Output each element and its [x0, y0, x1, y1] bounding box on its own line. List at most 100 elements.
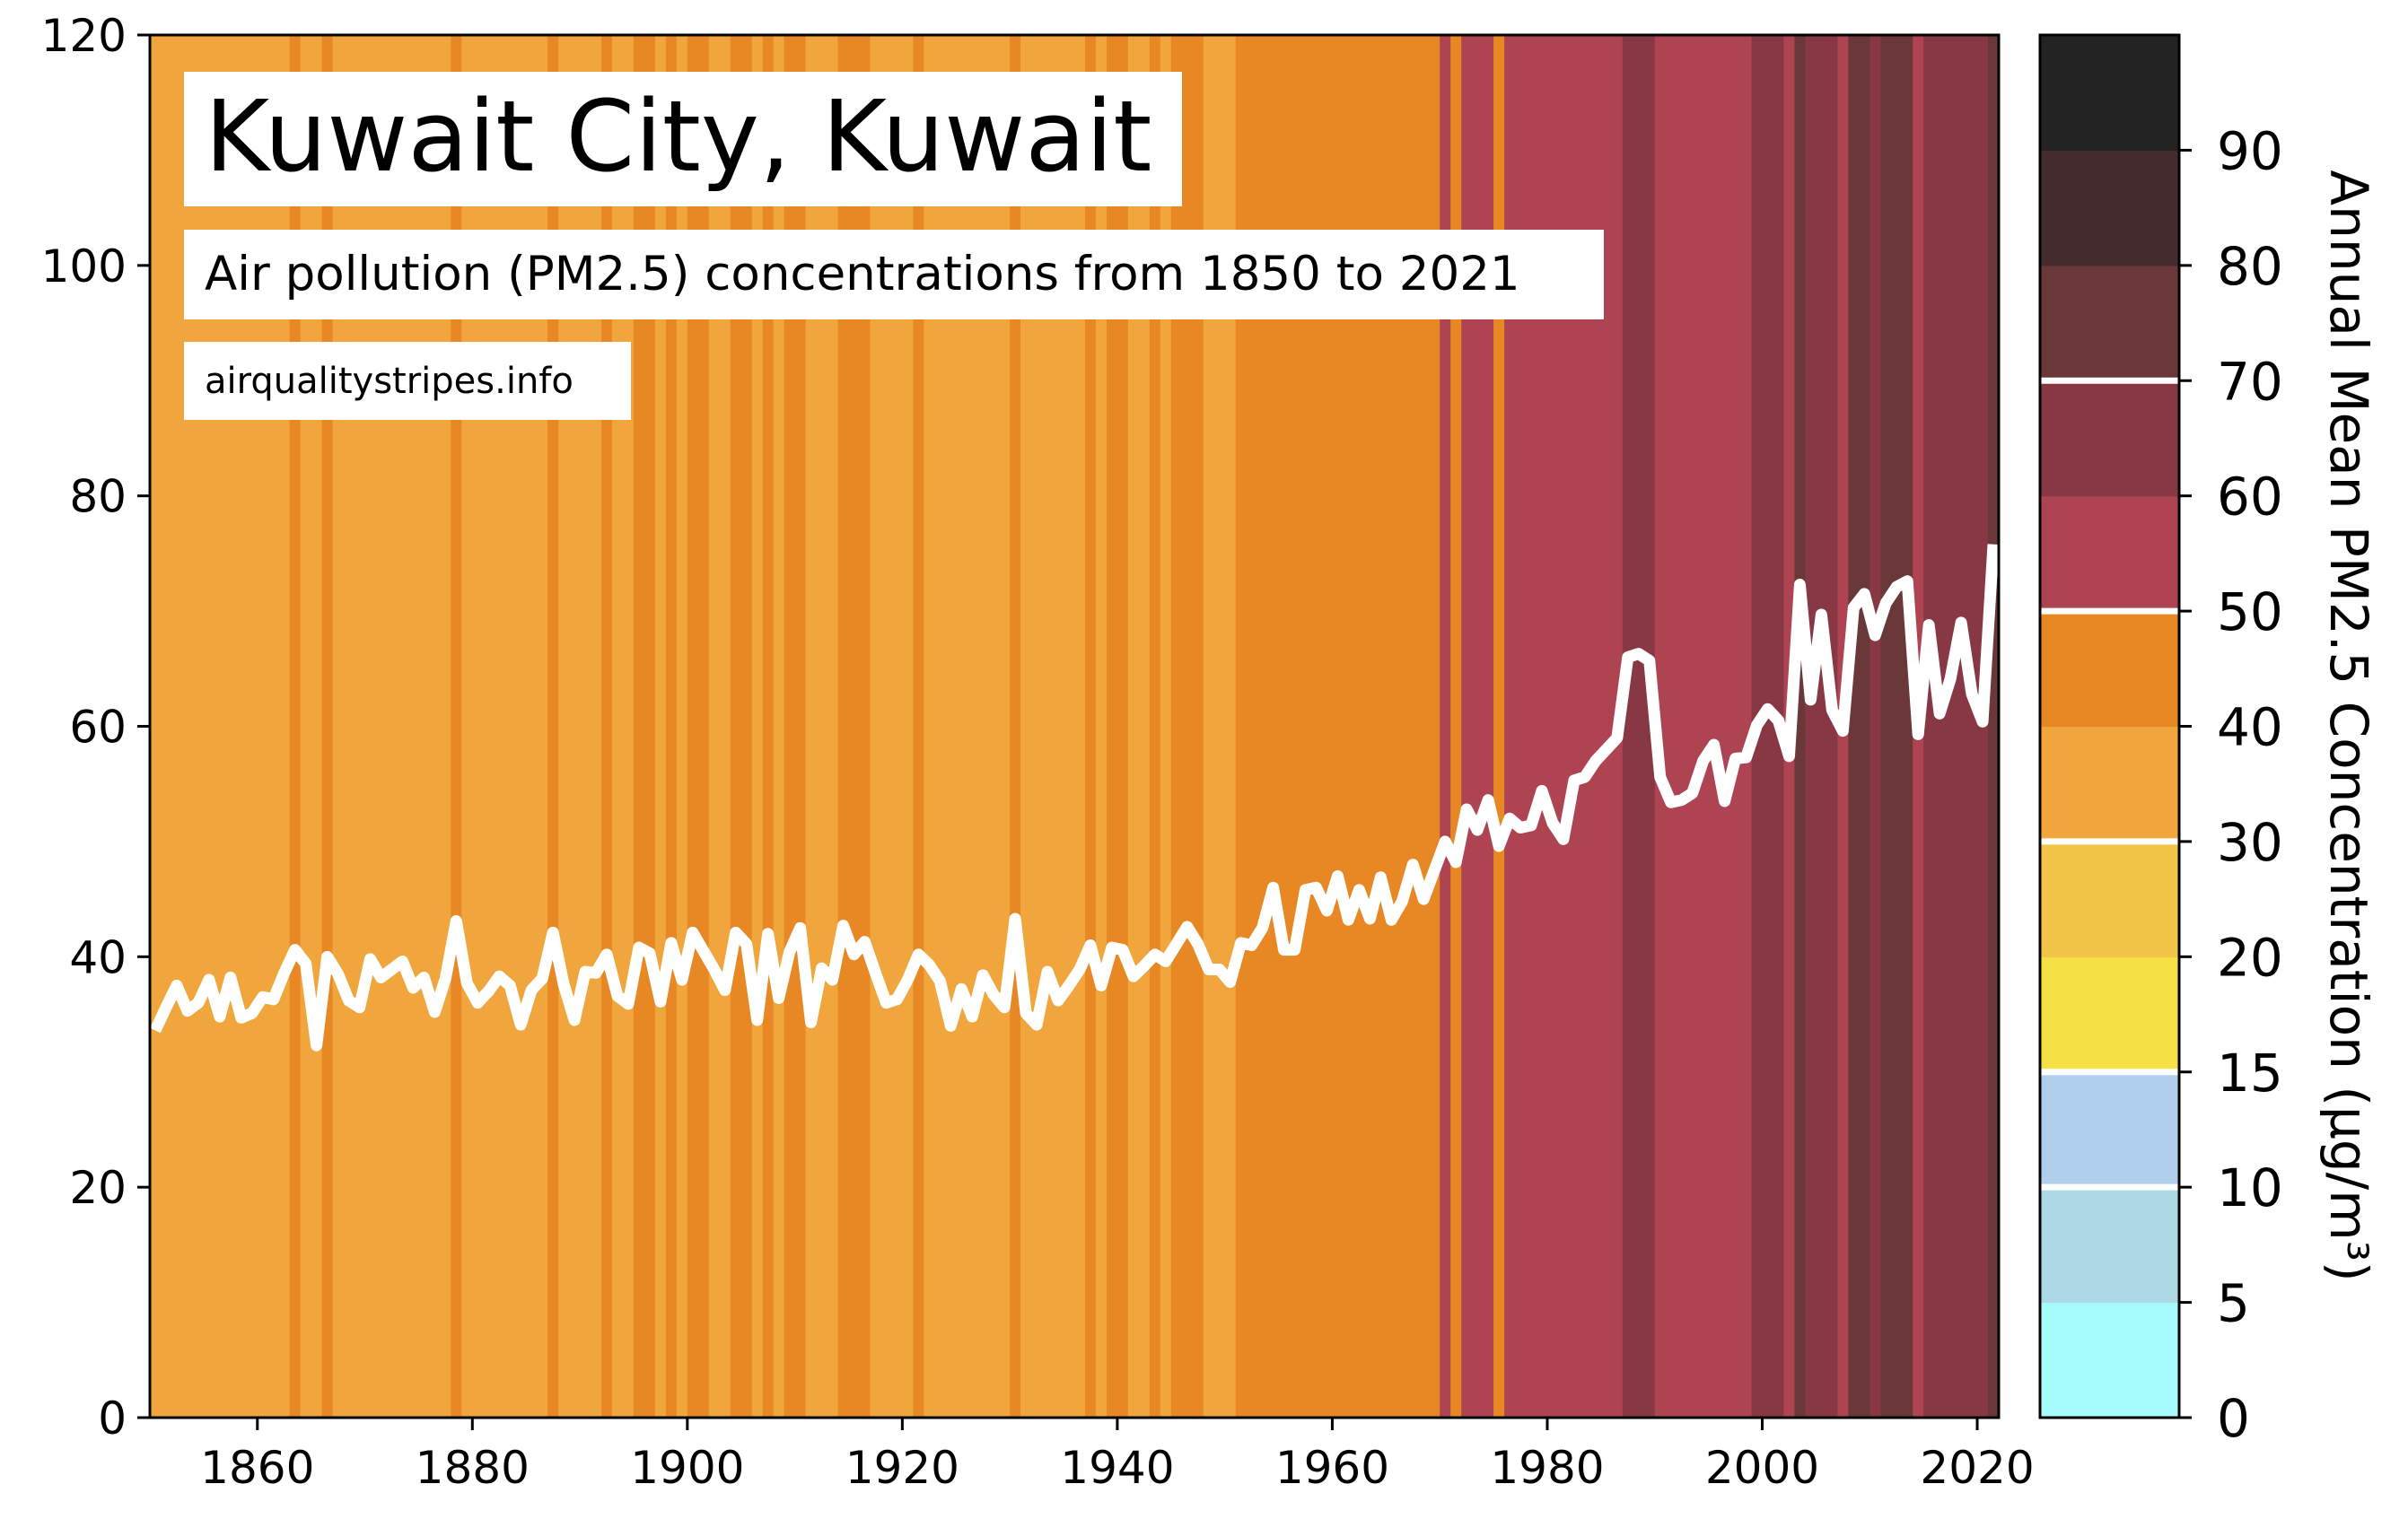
stripe-1995: [1708, 35, 1721, 1418]
stripe-1938: [1095, 35, 1108, 1418]
stripe-1907: [762, 35, 775, 1418]
stripe-1959: [1321, 35, 1334, 1418]
colorbar-tick-label: 90: [2217, 120, 2283, 181]
stripe-1941: [1127, 35, 1140, 1418]
stripe-1966: [1397, 35, 1408, 1418]
stripe-1957: [1300, 35, 1312, 1418]
stripe-1968: [1418, 35, 1430, 1418]
y-tick-label: 0: [98, 1392, 127, 1445]
stripe-2010: [1869, 35, 1881, 1418]
colorbar-band-40-50: [2040, 611, 2179, 728]
stripe-2004: [1805, 35, 1817, 1418]
y-axis: 0 20 40 60 80 100 120: [41, 10, 150, 1445]
stripe-2011: [1880, 35, 1892, 1418]
colorbar-band-5-10: [2040, 1187, 2179, 1304]
stripe-1952: [1246, 35, 1258, 1418]
y-tick-label: 40: [69, 931, 127, 983]
stripe-2017: [1945, 35, 1957, 1418]
x-tick-label: 1940: [1060, 1442, 1174, 1494]
stripe-1996: [1719, 35, 1731, 1418]
stripe-1931: [1020, 35, 1032, 1418]
colorbar-tick-label: 15: [2217, 1043, 2283, 1104]
stripe-2003: [1794, 35, 1807, 1418]
colorbar-band-70-80: [2040, 265, 2179, 381]
colorbar-tick-label: 20: [2217, 927, 2283, 988]
stripe-1935: [1064, 35, 1075, 1418]
stripe-1958: [1310, 35, 1323, 1418]
chart-subtitle: Air pollution (PM2.5) concentrations fro…: [205, 247, 1520, 301]
stripe-1975: [1493, 35, 1505, 1418]
stripe-1930: [1010, 35, 1021, 1418]
stripe-1926: [967, 35, 978, 1418]
y-tick-label: 60: [69, 702, 127, 754]
stripe-1934: [1053, 35, 1064, 1418]
stripe-1908: [773, 35, 785, 1418]
stripe-1981: [1557, 35, 1570, 1418]
chart-title: Kuwait City, Kuwait: [205, 79, 1151, 194]
pm25-series-line: [150, 544, 1999, 1052]
stripe-1943: [1149, 35, 1161, 1418]
stripe-2016: [1934, 35, 1946, 1418]
x-tick-label: 2020: [1920, 1442, 2034, 1494]
stripe-1932: [1031, 35, 1043, 1418]
colorbar-tick-label: 40: [2217, 697, 2283, 758]
stripe-1918: [880, 35, 892, 1418]
stripe-1951: [1235, 35, 1248, 1418]
stripe-1980: [1546, 35, 1559, 1418]
stripe-1902: [708, 35, 721, 1418]
stripe-1987: [1622, 35, 1634, 1418]
stripe-2008: [1848, 35, 1860, 1418]
stripe-2006: [1826, 35, 1838, 1418]
stripe-1922: [924, 35, 935, 1418]
stripe-1914: [837, 35, 850, 1418]
stripe-1970: [1440, 35, 1451, 1418]
stripe-1976: [1504, 35, 1516, 1418]
x-tick-label: 1960: [1275, 1442, 1389, 1494]
stripe-1915: [848, 35, 861, 1418]
stripe-1911: [805, 35, 818, 1418]
stripe-1923: [934, 35, 946, 1418]
colorbar-tick-label: 30: [2217, 812, 2283, 873]
stripe-1921: [913, 35, 924, 1418]
title-box: [184, 72, 1182, 206]
colorbar-band-30-40: [2040, 726, 2179, 842]
colorbar-band-60-70: [2040, 380, 2179, 497]
stripe-2012: [1891, 35, 1903, 1418]
stripe-1898: [665, 35, 678, 1418]
stripe-1905: [740, 35, 753, 1418]
stripe-1946: [1181, 35, 1194, 1418]
stripe-1945: [1170, 35, 1183, 1418]
stripe-1956: [1289, 35, 1301, 1418]
stripe-2021: [1988, 35, 1999, 1418]
stripe-1940: [1116, 35, 1129, 1418]
y-tick-label: 80: [69, 471, 127, 523]
stripe-2015: [1923, 35, 1935, 1418]
source-box: [184, 342, 631, 420]
stripe-1910: [794, 35, 807, 1418]
stripe-1984: [1589, 35, 1602, 1418]
stripe-1944: [1160, 35, 1172, 1418]
stripe-1954: [1267, 35, 1280, 1418]
colorbar-band-20-30: [2040, 841, 2179, 957]
stripe-1997: [1729, 35, 1742, 1418]
y-tick-label: 20: [69, 1162, 127, 1214]
colorbar-tick-label: 70: [2217, 351, 2283, 412]
stripe-1988: [1633, 35, 1645, 1418]
stripe-1948: [1203, 35, 1215, 1418]
x-tick-label: 2000: [1705, 1442, 1819, 1494]
colorbar-ticks: 0 5 10 15 20 30 40 50 60 70 80 90: [2179, 120, 2283, 1449]
stripe-1953: [1257, 35, 1269, 1418]
stripe-1925: [956, 35, 968, 1418]
stripe-1942: [1138, 35, 1151, 1418]
stripe-1937: [1084, 35, 1097, 1418]
y-tick-label: 100: [41, 240, 127, 292]
stripe-1967: [1407, 35, 1419, 1418]
stripe-1917: [870, 35, 882, 1418]
stripe-1895: [633, 35, 645, 1418]
stripe-1850: [150, 35, 162, 1418]
colorbar-tick-label: 80: [2217, 236, 2283, 297]
stripe-1852: [171, 35, 183, 1418]
stripe-1961: [1343, 35, 1354, 1418]
stripe-2018: [1956, 35, 1967, 1418]
